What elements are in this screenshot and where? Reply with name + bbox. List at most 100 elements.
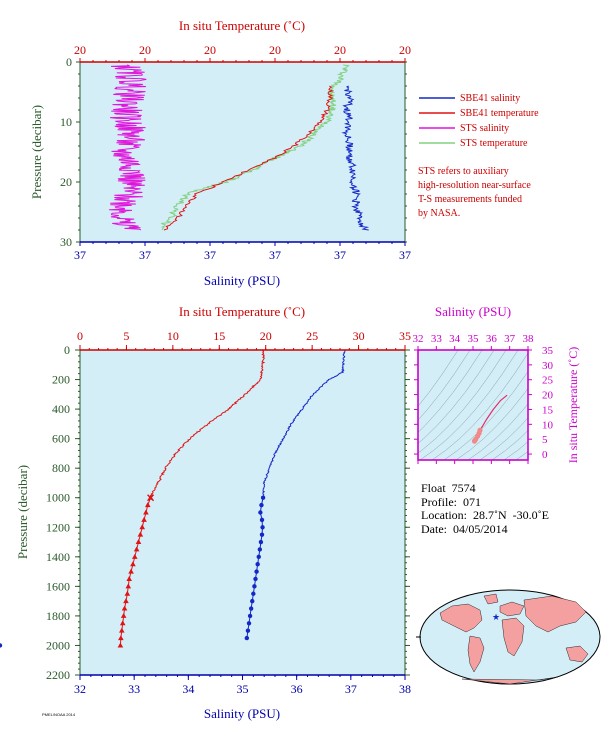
ts-density-contour bbox=[467, 403, 528, 460]
bottom-pressure-tick-label: 400 bbox=[52, 402, 70, 416]
float-id: Float 7574 bbox=[421, 481, 476, 495]
ts-sal-tick-label: 34 bbox=[449, 333, 461, 345]
ts-sal-tick-label: 38 bbox=[523, 333, 535, 345]
temperature-sample-marker bbox=[124, 590, 131, 596]
temperature-sample-marker bbox=[118, 635, 124, 641]
salinity-sample-marker bbox=[253, 576, 258, 582]
bottom-sal-tick-label: 34 bbox=[182, 682, 194, 696]
map-australia bbox=[565, 645, 589, 663]
ts-temp-title: In situ Temperature (˚C) bbox=[566, 347, 580, 464]
ts-density-contour bbox=[418, 350, 507, 454]
sts-note-line-3: T-S measurements funded bbox=[418, 194, 522, 205]
temperature-sample-marker bbox=[125, 583, 132, 589]
map-europe bbox=[499, 601, 525, 617]
ts-salinity-title: Salinity (PSU) bbox=[435, 304, 511, 319]
bottom-pressure-tick-label: 2000 bbox=[46, 638, 70, 652]
ts-series bbox=[471, 394, 508, 444]
salinity-sample-marker bbox=[248, 606, 254, 611]
salinity-sample-marker bbox=[244, 635, 250, 641]
bottom-panel: 0200400600800100012001400160018002000220… bbox=[0, 304, 411, 721]
salinity-sample-marker bbox=[255, 562, 260, 567]
map-south-america bbox=[467, 635, 485, 673]
legend-label-sts-temperature: STS temperature bbox=[460, 138, 528, 149]
temperature-sample-marker bbox=[139, 524, 146, 530]
salinity-sample-marker bbox=[258, 510, 263, 515]
temperature-sample-marker bbox=[118, 627, 125, 633]
temperature-sample-marker bbox=[121, 605, 128, 611]
legend-label-sbe-temperature: SBE41 temperature bbox=[460, 108, 539, 119]
temperature-sample-marker bbox=[133, 546, 140, 552]
ts-sal-tick-label: 36 bbox=[486, 333, 498, 345]
bottom-temp-tick-label: 20 bbox=[260, 329, 272, 343]
bottom-pressure-tick-label: 600 bbox=[52, 432, 70, 446]
top-series bbox=[109, 64, 370, 231]
bottom-pressure-tick-label: 1400 bbox=[46, 550, 70, 564]
ts-temp-tick-label: 0 bbox=[542, 449, 548, 461]
salinity-sample-marker bbox=[257, 547, 263, 552]
top-sal-tick-label: 37 bbox=[139, 248, 151, 262]
ts-density-contour bbox=[491, 430, 528, 460]
temperature-sample-marker bbox=[137, 531, 144, 537]
temperature-sample-marker bbox=[128, 568, 134, 574]
top-pressure-tick-label: 0 bbox=[66, 55, 72, 69]
profile-number: Profile: 071 bbox=[421, 494, 481, 509]
bottom-plot-area bbox=[80, 350, 405, 675]
ts-density-contour bbox=[455, 388, 528, 460]
ts-sal-tick-label: 35 bbox=[468, 333, 480, 345]
ts-density-contour bbox=[443, 371, 528, 460]
sts-note-line-4: by NASA. bbox=[418, 208, 460, 219]
bottom-sal-tick-label: 33 bbox=[128, 682, 140, 696]
bottom-temp-title: In situ Temperature (˚C) bbox=[179, 304, 305, 319]
top-panel: 0 10 20 30 20 20 20 20 20 20 37 37 37 37 37 37 In situ … bbox=[29, 18, 411, 288]
legend-label-sts-salinity: STS salinity bbox=[460, 123, 509, 134]
top-line-sts-salinity bbox=[109, 64, 147, 231]
ts-temp-tick-label: 30 bbox=[542, 360, 554, 372]
bottom-temp-tick-label: 5 bbox=[123, 329, 129, 343]
ts-temp-tick-label: 35 bbox=[542, 345, 554, 357]
bottom-temp-tick-label: 30 bbox=[353, 329, 365, 343]
bottom-sal-tick-label: 38 bbox=[399, 682, 411, 696]
footer-credit: PMEL/NOAA 2014 bbox=[42, 712, 76, 717]
ts-density-contour bbox=[431, 352, 528, 460]
top-sal-tick-label: 37 bbox=[334, 248, 346, 262]
bottom-pressure-tick-label: 1000 bbox=[46, 491, 70, 505]
legend: SBE41 salinity SBE41 temperature STS sal… bbox=[419, 93, 539, 149]
ts-ticks: 32 33 34 35 36 37 38 0 5 10 15 20 25 30 35 bbox=[413, 333, 554, 464]
temperature-sample-marker bbox=[123, 598, 129, 604]
ts-plot-area bbox=[418, 350, 528, 460]
temperature-sample-marker bbox=[144, 502, 151, 508]
top-sal-tick-label: 37 bbox=[269, 248, 281, 262]
ts-sal-tick-label: 37 bbox=[504, 333, 516, 345]
top-temp-tick-label: 20 bbox=[399, 43, 411, 57]
ts-density-contour bbox=[418, 350, 471, 421]
salinity-sample-marker bbox=[247, 613, 253, 619]
top-sal-tick-label: 37 bbox=[399, 248, 411, 262]
salinity-sample-marker bbox=[252, 584, 257, 589]
bottom-pressure-tick-label: 1200 bbox=[46, 520, 70, 534]
top-temp-tick-label: 20 bbox=[74, 43, 86, 57]
temperature-sample-marker bbox=[119, 620, 126, 626]
map-float-marker: ★ bbox=[492, 612, 500, 622]
salinity-sample-marker bbox=[260, 495, 266, 500]
top-temp-tick-label: 20 bbox=[334, 43, 346, 57]
top-temp-tick-label: 20 bbox=[269, 43, 281, 57]
top-temp-tick-label: 20 bbox=[139, 43, 151, 57]
salinity-sample-marker bbox=[259, 517, 265, 523]
bottom-pressure-tick-label: 800 bbox=[52, 461, 70, 475]
ts-density-contours bbox=[418, 350, 528, 460]
ts-deep-sample-marker bbox=[477, 427, 483, 433]
bottom-sal-tick-label: 36 bbox=[291, 682, 303, 696]
ts-sal-tick-label: 32 bbox=[413, 333, 424, 345]
bottom-pressure-tick-label: 0 bbox=[64, 343, 70, 357]
world-map: ★ bbox=[416, 589, 601, 685]
map-africa bbox=[501, 617, 525, 657]
bottom-pressure-title: Pressure (decibar) bbox=[15, 465, 30, 559]
bottom-temp-tick-label: 10 bbox=[167, 329, 179, 343]
bottom-salinity-title: Salinity (PSU) bbox=[204, 706, 280, 721]
ts-temp-tick-label: 5 bbox=[542, 434, 548, 446]
bottom-temp-tick-label: 35 bbox=[399, 329, 411, 343]
temperature-sample-marker bbox=[130, 561, 136, 567]
ts-density-contour bbox=[418, 350, 495, 444]
map-greenland bbox=[483, 593, 499, 605]
